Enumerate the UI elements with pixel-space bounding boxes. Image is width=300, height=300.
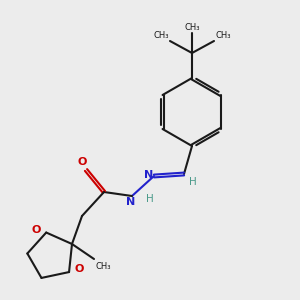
Text: H: H bbox=[146, 194, 154, 204]
Text: CH₃: CH₃ bbox=[215, 31, 230, 40]
Text: CH₃: CH₃ bbox=[184, 23, 200, 32]
Text: N: N bbox=[126, 197, 135, 207]
Text: CH₃: CH₃ bbox=[96, 262, 112, 271]
Text: O: O bbox=[74, 264, 83, 274]
Text: H: H bbox=[189, 177, 197, 187]
Text: N: N bbox=[144, 170, 153, 180]
Text: O: O bbox=[77, 157, 87, 167]
Text: CH₃: CH₃ bbox=[154, 31, 169, 40]
Text: O: O bbox=[32, 224, 41, 235]
